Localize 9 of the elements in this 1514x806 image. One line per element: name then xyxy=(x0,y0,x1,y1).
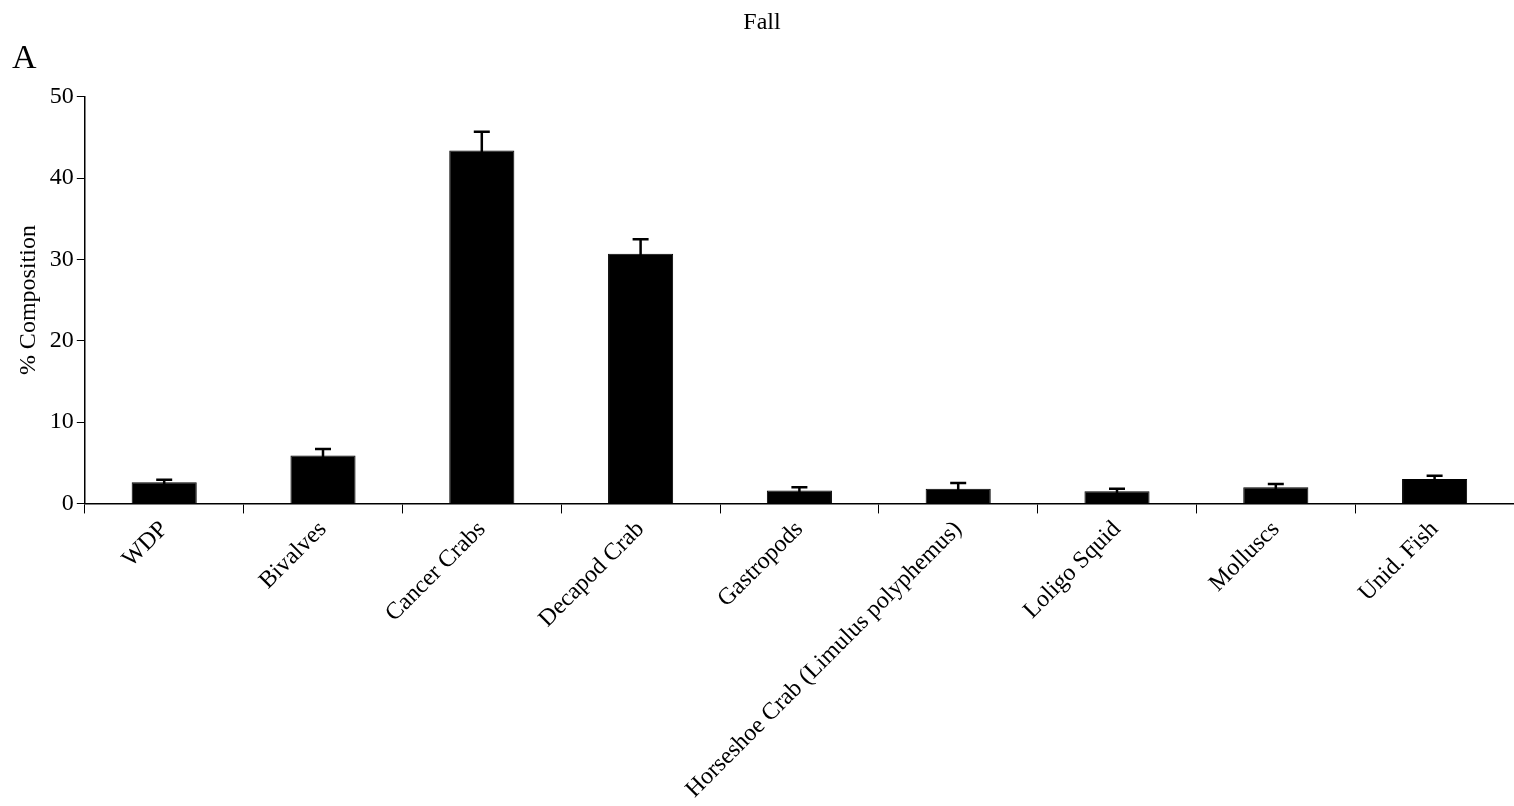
chart-title: Fall xyxy=(743,7,781,34)
text: A xyxy=(12,38,37,76)
y-tick-label: 40 xyxy=(49,163,74,190)
y-axis-title: % Composition xyxy=(13,225,40,376)
y-tick-label: 50 xyxy=(49,82,74,109)
y-tick-label: 10 xyxy=(49,407,74,434)
y-tick-label: 20 xyxy=(49,326,74,353)
y-tick-label: 30 xyxy=(49,244,74,271)
y-tick-label: 0 xyxy=(61,488,74,515)
